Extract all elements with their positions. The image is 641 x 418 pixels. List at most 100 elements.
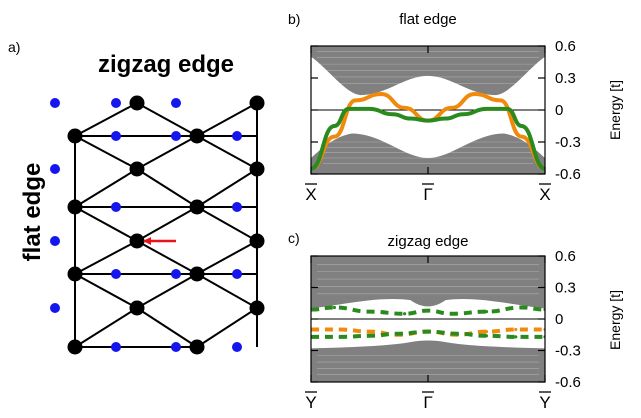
lattice-bond bbox=[196, 102, 258, 137]
panel-c-ylabel: Energy [t] bbox=[607, 290, 623, 350]
lattice-site bbox=[189, 199, 205, 215]
lattice-bond bbox=[196, 168, 258, 208]
dual-site bbox=[232, 131, 242, 141]
edge-state-point bbox=[484, 330, 489, 334]
y-tick-label: 0 bbox=[555, 102, 563, 119]
lattice-site bbox=[249, 95, 265, 111]
edge-state-point bbox=[520, 135, 524, 139]
edge-state-point bbox=[408, 116, 413, 121]
edge-state-point bbox=[346, 107, 351, 111]
lattice-site bbox=[67, 339, 83, 355]
dual-site bbox=[171, 131, 181, 141]
y-tick-label: -0.3 bbox=[555, 343, 581, 360]
lattice-site bbox=[67, 266, 83, 282]
edge-state-point bbox=[403, 312, 407, 316]
edge-state-point bbox=[455, 332, 459, 336]
lattice-bond bbox=[136, 273, 198, 309]
edge-state-point bbox=[426, 330, 430, 334]
edge-state-point bbox=[514, 327, 518, 332]
lattice-bond bbox=[136, 135, 198, 170]
dual-site bbox=[232, 202, 242, 212]
lattice-bond bbox=[136, 168, 198, 208]
dual-site bbox=[50, 98, 60, 108]
lattice-bond bbox=[74, 240, 138, 275]
edge-state-point bbox=[520, 305, 524, 310]
bulk-band bbox=[311, 46, 545, 96]
edge-state-point bbox=[505, 107, 510, 111]
dual-site bbox=[171, 342, 181, 352]
x-tick-label: Y bbox=[305, 393, 316, 412]
edge-state-point bbox=[338, 327, 342, 332]
y-tick-label: -0.3 bbox=[555, 134, 581, 151]
panel-c: c) zigzag edge -0.6 -0.3 0 0.3 0.6 Y Γ Y Energy… bbox=[288, 230, 623, 412]
lattice-site bbox=[129, 161, 145, 177]
edge-state-point bbox=[473, 92, 477, 96]
lattice-bond bbox=[74, 307, 138, 348]
edge-state-point bbox=[367, 310, 372, 314]
zigzag-edge-title: zigzag edge bbox=[98, 51, 234, 78]
y-tick-label: 0 bbox=[555, 311, 563, 328]
edge-state-point bbox=[379, 92, 383, 96]
edge-state-point bbox=[449, 106, 453, 110]
plot-area bbox=[311, 256, 545, 382]
x-tick-label: Y bbox=[539, 393, 550, 412]
lattice-site bbox=[67, 199, 83, 215]
edge-state-point bbox=[403, 106, 407, 110]
band-plot-c: -0.6 -0.3 0 0.3 0.6 Y Γ Y bbox=[305, 248, 581, 412]
dual-site bbox=[50, 164, 60, 174]
dual-site bbox=[171, 98, 181, 108]
y-tick-label: 0.6 bbox=[555, 38, 576, 55]
edge-state-point bbox=[332, 305, 336, 310]
edge-state-point bbox=[443, 116, 448, 121]
lattice-bond bbox=[74, 135, 138, 170]
dual-site bbox=[232, 342, 242, 352]
lattice-bond bbox=[136, 240, 198, 275]
band-plot-b: -0.6 -0.3 0 0.3 0.6 X Γ X bbox=[305, 38, 581, 204]
edge-state-point bbox=[367, 107, 372, 111]
edge-state-point bbox=[397, 332, 401, 336]
dual-site bbox=[50, 303, 60, 313]
lattice-bond bbox=[74, 273, 138, 309]
panel-b-ylabel: Energy [t] bbox=[607, 80, 623, 140]
kagome-lattice bbox=[50, 95, 265, 355]
lattice-bond bbox=[196, 307, 258, 348]
lattice-bond bbox=[196, 240, 258, 275]
x-tick-label: X bbox=[305, 185, 316, 204]
panel-c-label: c) bbox=[288, 230, 300, 246]
lattice-bond bbox=[136, 307, 198, 348]
edge-state-point bbox=[426, 119, 430, 123]
panel-a: a) zigzag edge flat edge bbox=[8, 39, 265, 355]
lattice-site bbox=[249, 233, 265, 249]
edge-state-point bbox=[332, 135, 336, 139]
lattice-site bbox=[249, 161, 265, 177]
lattice-site bbox=[129, 300, 145, 316]
panel-c-title: zigzag edge bbox=[388, 233, 469, 250]
lattice-bond bbox=[136, 206, 198, 242]
panel-b-label: b) bbox=[288, 11, 300, 27]
lattice-bond bbox=[196, 135, 258, 170]
edge-state-point bbox=[484, 310, 489, 314]
dual-site bbox=[50, 236, 60, 246]
x-tick-label: X bbox=[539, 185, 550, 204]
edge-state-point bbox=[338, 335, 342, 339]
edge-state-point bbox=[449, 312, 453, 316]
flat-edge-title: flat edge bbox=[19, 163, 46, 262]
edge-state-point bbox=[484, 107, 489, 111]
dual-site bbox=[111, 202, 121, 212]
lattice-site bbox=[129, 95, 145, 111]
lattice-bond bbox=[74, 206, 138, 242]
lattice-site bbox=[129, 233, 145, 249]
bulk-band bbox=[311, 133, 545, 174]
lattice-site bbox=[189, 128, 205, 144]
bulk-band bbox=[311, 340, 545, 382]
lattice-bond bbox=[196, 206, 258, 242]
panel-b: b) flat edge -0.6 -0.3 0 0.3 0.6 X Γ X Energy [… bbox=[288, 11, 623, 204]
lattice-site bbox=[249, 300, 265, 316]
y-tick-label: -0.6 bbox=[555, 374, 581, 391]
lattice-site bbox=[189, 266, 205, 282]
edge-state-point bbox=[367, 334, 372, 338]
lattice-site bbox=[67, 128, 83, 144]
edge-state-point bbox=[332, 124, 336, 128]
edge-state-point bbox=[520, 124, 524, 128]
